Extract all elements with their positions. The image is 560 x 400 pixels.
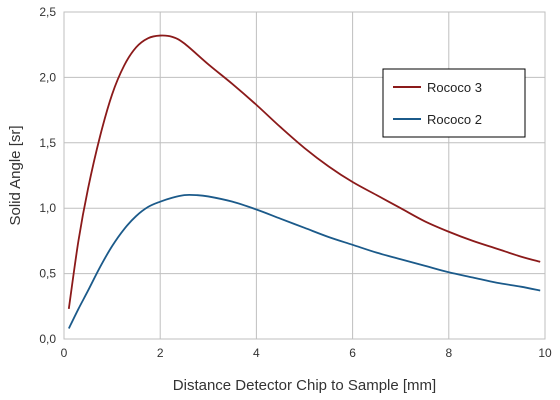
legend-label: Rococo 2 bbox=[427, 112, 482, 127]
x-tick-label: 10 bbox=[538, 346, 552, 360]
series-line-rococo-2 bbox=[68, 193, 541, 329]
y-tick-label: 1,0 bbox=[39, 201, 56, 215]
y-tick-label: 1,5 bbox=[39, 136, 56, 150]
plot-area bbox=[63, 11, 546, 340]
grid bbox=[63, 11, 546, 340]
x-tick-label: 8 bbox=[445, 346, 452, 360]
legend: Rococo 3 Rococo 2 bbox=[382, 68, 526, 138]
y-axis-title: Solid Angle [sr] bbox=[7, 125, 24, 225]
series-layer bbox=[67, 34, 541, 329]
x-axis-ticks: 0 2 4 6 8 10 bbox=[61, 346, 552, 360]
x-axis-title: Distance Detector Chip to Sample [mm] bbox=[173, 377, 436, 394]
x-tick-label: 0 bbox=[61, 346, 68, 360]
y-tick-label: 0,0 bbox=[39, 332, 56, 346]
y-tick-label: 2,0 bbox=[39, 70, 56, 84]
y-tick-label: 0,5 bbox=[39, 267, 56, 281]
legend-label: Rococo 3 bbox=[427, 80, 482, 95]
x-tick-label: 6 bbox=[349, 346, 356, 360]
legend-box bbox=[382, 68, 526, 138]
y-tick-label: 2,5 bbox=[39, 5, 56, 19]
series-line-rococo-3 bbox=[67, 34, 541, 310]
x-tick-label: 2 bbox=[157, 346, 164, 360]
y-axis-ticks: 0,0 0,5 1,0 1,5 2,0 2,5 bbox=[39, 5, 56, 346]
x-tick-label: 4 bbox=[253, 346, 260, 360]
